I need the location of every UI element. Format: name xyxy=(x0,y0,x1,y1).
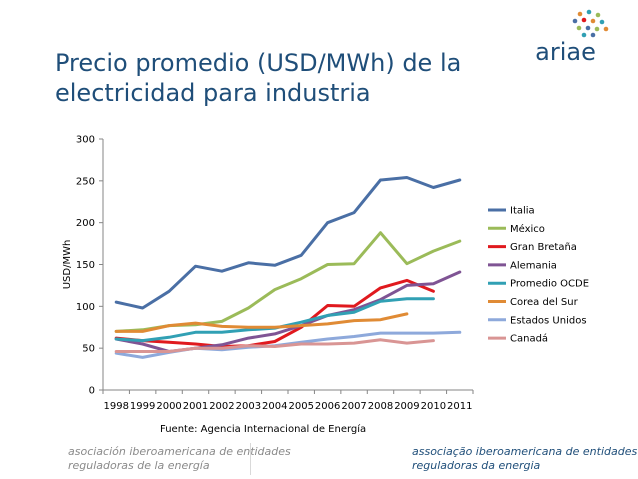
y-tick-label: 100 xyxy=(76,302,95,313)
footer-left-line-2: reguladoras de la energía xyxy=(68,459,210,472)
x-tick-label: 2011 xyxy=(447,401,472,412)
x-tick-label: 2001 xyxy=(183,401,208,412)
footer-divider xyxy=(250,443,251,475)
y-tick-label: 150 xyxy=(76,260,95,271)
page-title-line-1: Precio promedio (USD/MWh) de la xyxy=(55,49,462,77)
y-tick-label: 50 xyxy=(82,344,95,355)
x-tick-label: 2007 xyxy=(341,401,366,412)
y-axis-label: USD/MWh xyxy=(62,240,73,290)
footer-left: asociación iberoamericana de entidades r… xyxy=(68,445,291,473)
legend-label: México xyxy=(510,223,545,235)
x-tick-label: 2010 xyxy=(421,401,446,412)
legend-label: Italia xyxy=(510,206,535,217)
page-title: Precio promedio (USD/MWh) de la electric… xyxy=(55,48,485,108)
footer-left-line-1: asociación iberoamericana de entidades xyxy=(68,445,291,458)
series-line-0 xyxy=(114,176,462,310)
chart-source: Fuente: Agencia Internacional de Energía xyxy=(160,423,366,435)
legend-label: Corea del Sur xyxy=(510,297,579,308)
x-tick-label: 2002 xyxy=(209,401,234,412)
x-tick-label: 1998 xyxy=(103,401,128,412)
x-tick-label: 2009 xyxy=(394,401,419,412)
y-tick-label: 0 xyxy=(89,386,95,397)
y-tick-label: 250 xyxy=(76,176,95,187)
x-tick-label: 2005 xyxy=(288,401,313,412)
legend-label: Promedio OCDE xyxy=(510,279,589,290)
x-tick-label: 1999 xyxy=(130,401,155,412)
legend-label: Gran Bretaña xyxy=(510,242,577,253)
footer: asociación iberoamericana de entidades r… xyxy=(0,437,638,479)
y-tick-label: 300 xyxy=(76,135,95,146)
x-tick-label: 2003 xyxy=(236,401,261,412)
series-line-5 xyxy=(114,312,409,333)
footer-right-line-1: associação iberoamericana de entidades xyxy=(412,445,638,458)
footer-right-line-2: reguladoras da energia xyxy=(412,459,541,472)
series-line-2 xyxy=(114,278,435,348)
x-tick-label: 2004 xyxy=(262,401,287,412)
legend-label: Canadá xyxy=(510,333,548,345)
x-tick-label: 2000 xyxy=(156,401,181,412)
logo-text: ariae xyxy=(535,38,596,66)
legend-label: Alemania xyxy=(510,260,557,271)
footer-right: associação iberoamericana de entidades r… xyxy=(412,445,637,473)
logo-dots-icon xyxy=(572,9,609,38)
page-title-line-2: electricidad para industria xyxy=(55,79,371,107)
ariae-logo: ariae xyxy=(518,8,613,70)
y-tick-label: 200 xyxy=(76,218,95,229)
x-tick-label: 2006 xyxy=(315,401,340,412)
x-tick-label: 2008 xyxy=(368,401,393,412)
series-line-7 xyxy=(114,338,435,353)
legend-label: Estados Unidos xyxy=(510,315,587,326)
